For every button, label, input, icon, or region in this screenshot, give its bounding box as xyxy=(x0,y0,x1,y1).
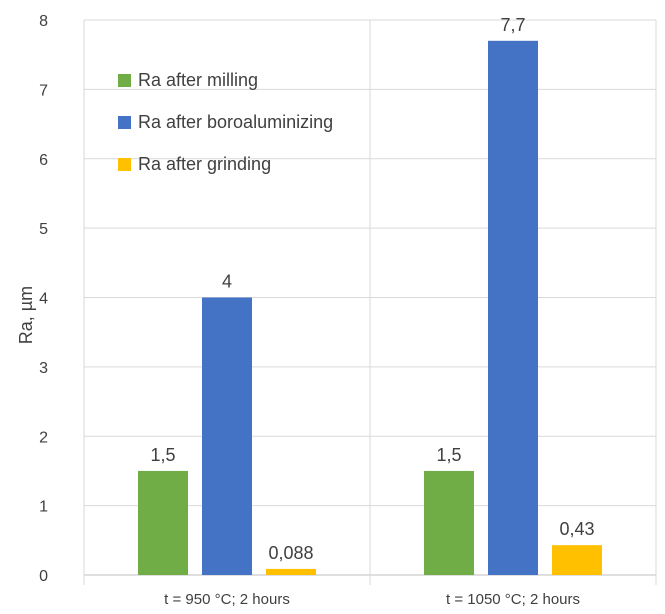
legend-label: Ra after boroaluminizing xyxy=(138,111,334,132)
bar-value-label: 7,7 xyxy=(500,15,525,35)
y-tick-label: 3 xyxy=(39,360,48,377)
y-tick-label: 1 xyxy=(39,499,48,516)
bar xyxy=(266,568,316,575)
bar-value-label: 1,5 xyxy=(436,445,461,465)
y-tick-label: 0 xyxy=(39,568,48,585)
legend-item: Ra after boroaluminizing xyxy=(118,108,333,136)
x-category-label: t = 1050 °C; 2 hours xyxy=(446,591,580,608)
legend-swatch xyxy=(118,115,131,129)
y-tick-label: 8 xyxy=(39,13,48,30)
y-axis-label: Ra, µm xyxy=(16,286,36,344)
y-tick-label: 6 xyxy=(39,152,48,169)
y-tick-label: 7 xyxy=(39,82,48,99)
legend-label: Ra after milling xyxy=(138,69,259,90)
x-category-label: t = 950 °C; 2 hours xyxy=(164,591,290,608)
bar xyxy=(202,297,252,575)
bar-value-label: 1,5 xyxy=(150,445,175,465)
y-axis-ticks: 0 1 2 3 4 5 6 7 8 xyxy=(39,13,48,585)
y-tick-label: 4 xyxy=(39,291,48,308)
bar-value-label: 0,43 xyxy=(559,519,594,539)
y-tick-label: 5 xyxy=(39,221,48,238)
legend-item: Ra after milling xyxy=(118,66,333,94)
legend-swatch xyxy=(118,73,131,87)
legend-label: Ra after grinding xyxy=(138,153,272,174)
bar-value-label: 0,088 xyxy=(268,543,313,563)
bars: 1,5 4 0,088 1,5 7,7 0,43 xyxy=(138,15,602,575)
bar-value-label: 4 xyxy=(222,272,232,292)
x-axis-categories: t = 950 °C; 2 hours t = 1050 °C; 2 hours xyxy=(164,591,580,608)
legend-item: Ra after grinding xyxy=(118,150,333,178)
legend: Ra after milling Ra after boroaluminizin… xyxy=(118,66,333,192)
bar xyxy=(488,40,538,575)
y-tick-label: 2 xyxy=(39,429,48,446)
bar xyxy=(138,470,188,575)
bar xyxy=(552,545,602,575)
legend-swatch xyxy=(118,157,131,171)
bar xyxy=(424,470,474,575)
